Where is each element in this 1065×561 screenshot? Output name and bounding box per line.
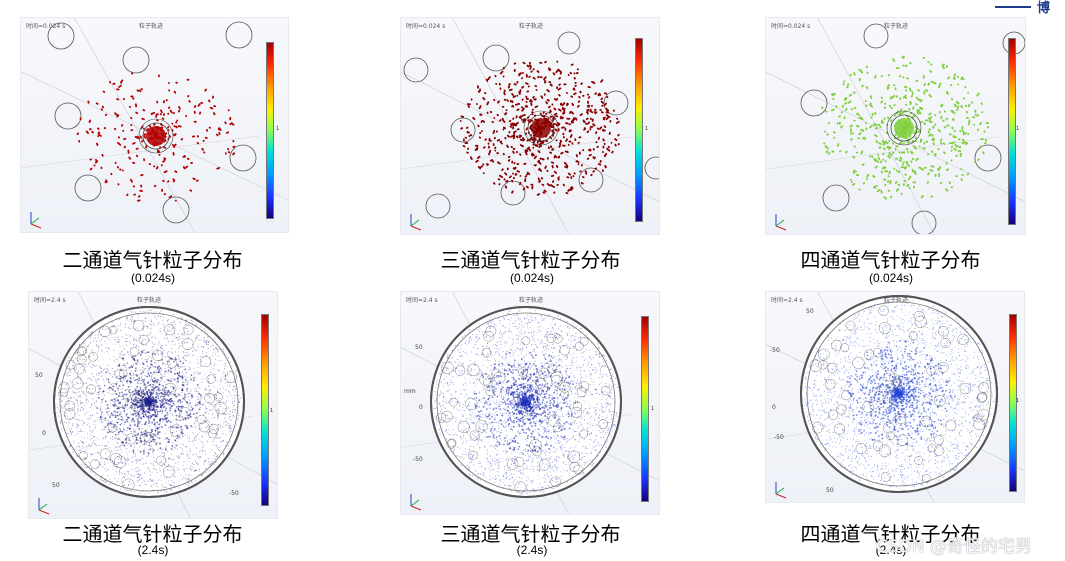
axis-tick: 50 — [415, 344, 423, 351]
caption-three-channel-late: 三通道气针粒子分布 — [440, 522, 621, 546]
time-label: 时间=2.4 s — [771, 297, 803, 304]
simulation-image-three-channel-late: 时间=2.4 s 粒子轨迹 1 50 0 -50 mm — [400, 291, 660, 515]
particle-plot — [401, 292, 659, 514]
brand-mark: 博 — [995, 0, 1065, 16]
particle-plot — [766, 292, 1024, 502]
plot-title: 粒子轨迹 — [883, 23, 908, 30]
axis-tick: 0 — [419, 404, 423, 411]
subcaption-two-channel-late: (2.4s) — [137, 543, 169, 557]
colorbar — [1009, 314, 1017, 492]
simulation-image-four-channel-early: 时间=0.024 s 粒子轨迹 1 — [765, 17, 1026, 235]
subcaption-three-channel-early: (0.024s) — [509, 271, 555, 285]
colorbar-tick: 1 — [645, 126, 649, 132]
subcaption-two-channel-early: (0.024s) — [130, 271, 176, 285]
time-label: 时间=2.4 s — [406, 297, 438, 304]
colorbar — [261, 314, 269, 506]
axis-tick: 0 — [42, 430, 46, 437]
caption-two-channel-early: 二通道气针粒子分布 — [62, 248, 243, 272]
particle-plot — [29, 292, 277, 518]
axis-tick: -50 — [770, 347, 780, 354]
axis-tick: mm — [404, 388, 416, 395]
colorbar — [641, 316, 649, 502]
axis-tick: 0 — [772, 404, 776, 411]
subcaption-three-channel-late: (2.4s) — [516, 543, 548, 557]
axis-tick: 50 — [35, 372, 43, 379]
axis-tick: 50 — [52, 482, 60, 489]
simulation-image-two-channel-late: 时间=2.4 s 粒子轨迹 1 50 0 50 -50 — [28, 291, 278, 519]
caption-two-channel-late: 二通道气针粒子分布 — [62, 522, 243, 546]
brand-line — [995, 6, 1031, 8]
time-label: 时间=2.4 s — [34, 297, 66, 304]
simulation-image-four-channel-late: 时间=2.4 s 粒子轨迹 1 -50 50 0 -50 50 — [765, 291, 1025, 503]
brand-char: 博 — [1037, 1, 1051, 16]
time-label: 时间=0.024 s — [771, 23, 811, 30]
caption-four-channel-late: 四通道气针粒子分布 — [800, 522, 981, 546]
watermark: CSDN @奇怪的宅男 — [876, 537, 1032, 557]
particle-plot — [401, 18, 659, 234]
axis-tick: 50 — [806, 308, 814, 315]
plot-title: 粒子轨迹 — [138, 23, 163, 30]
time-label: 时间=0.024 s — [406, 23, 446, 30]
subcaption-four-channel-late: (2.4s) — [875, 543, 907, 557]
time-label: 时间=0.024 s — [26, 23, 66, 30]
simulation-image-two-channel-early: 时间=0.024 s 粒子轨迹 1 — [20, 17, 289, 233]
particle-plot — [21, 18, 288, 232]
particle-plot — [766, 18, 1025, 234]
colorbar — [266, 42, 274, 219]
colorbar — [635, 38, 643, 222]
axis-tick: 50 — [826, 487, 834, 494]
axis-tick: -50 — [774, 434, 784, 441]
colorbar-tick: 1 — [1016, 126, 1020, 132]
caption-three-channel-early: 三通道气针粒子分布 — [440, 248, 621, 272]
colorbar-tick: 1 — [651, 406, 655, 412]
plot-title: 粒子轨迹 — [518, 23, 543, 30]
subcaption-four-channel-early: (0.024s) — [868, 271, 914, 285]
axis-tick: -50 — [229, 490, 239, 497]
caption-four-channel-early: 四通道气针粒子分布 — [800, 248, 981, 272]
plot-title: 粒子轨迹 — [518, 297, 543, 304]
plot-title: 粒子轨迹 — [136, 297, 161, 304]
colorbar — [1008, 38, 1016, 225]
colorbar-tick: 1 — [270, 408, 274, 414]
axis-tick: -50 — [413, 456, 423, 463]
simulation-image-three-channel-early: 时间=0.024 s 粒子轨迹 1 — [400, 17, 660, 235]
colorbar-tick: 1 — [1016, 398, 1020, 404]
plot-title: 粒子轨迹 — [883, 297, 908, 304]
colorbar-tick: 1 — [276, 126, 280, 132]
